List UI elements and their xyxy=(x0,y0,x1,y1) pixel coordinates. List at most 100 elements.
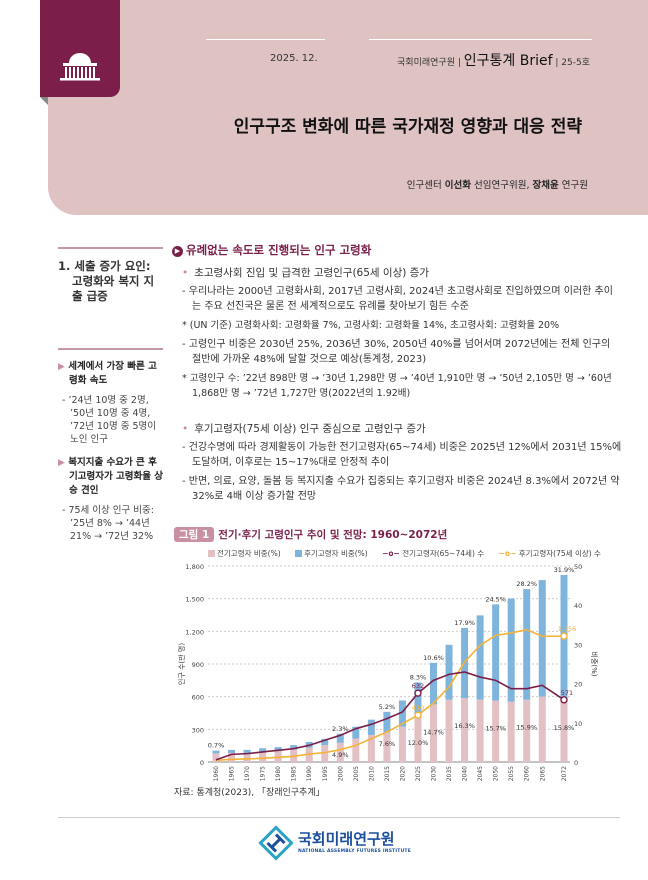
bar-early-share xyxy=(367,734,375,762)
bullet-dot: • xyxy=(182,267,189,279)
sidebar-point: ▶ 복지지출 수요가 큰 후기고령자가 고령화율 상승 견인 xyxy=(58,456,163,498)
x-tick-label: 1990 xyxy=(306,766,313,781)
x-tick-label: 2015 xyxy=(384,766,391,781)
x-tick-label: 1965 xyxy=(229,766,236,781)
bar-late-share xyxy=(290,745,298,750)
sidebar-point: ▶ 세계에서 가장 빠른 고령화 속도 xyxy=(58,360,163,388)
header-band xyxy=(48,0,648,215)
dash-item: - 반면, 의료, 요양, 돌봄 등 복지지출 수요가 집중되는 후기고령자 비… xyxy=(182,476,620,502)
arrow-circle-icon: ▶ xyxy=(172,246,183,257)
bar-early-share xyxy=(523,699,531,762)
point-marker xyxy=(560,696,568,704)
bar-early-share xyxy=(321,745,329,762)
bar-early-share xyxy=(336,742,344,762)
bar-early-share xyxy=(507,701,515,762)
x-tick-label: 2020 xyxy=(399,766,406,781)
bar-early-share xyxy=(560,700,568,762)
legend-item: 후기고령자 비중(%) xyxy=(295,549,374,558)
line-early-count xyxy=(215,671,565,761)
sidebar-point-detail: - ’24년 10명 중 2명, ’50년 10명 중 4명, ’72년 10명… xyxy=(62,395,157,445)
figure-label: 그림 1 xyxy=(174,527,215,542)
x-tick-label: 2010 xyxy=(368,766,375,781)
bar-late-share xyxy=(523,589,531,700)
bar-early-share xyxy=(212,753,220,762)
y-tick-label: 600 xyxy=(192,694,204,702)
early-share-label: 15.8% xyxy=(554,724,575,732)
bar-early-share xyxy=(476,699,484,762)
bar-late-share xyxy=(398,700,406,727)
figure-title: 그림 1 전기·후기 고령인구 추이 및 전망: 1960~2072년 xyxy=(174,527,447,542)
bar-early-share xyxy=(243,752,251,762)
logo-subtext: NATIONAL ASSEMBLY FUTURES INSTITUTE xyxy=(298,849,411,854)
x-tick-label: 2025 xyxy=(415,766,422,781)
late-share-label: 24.5% xyxy=(485,595,506,603)
footer-rule xyxy=(58,817,620,818)
bar-early-share xyxy=(538,696,546,762)
author-dept: 인구센터 xyxy=(406,180,442,191)
legend-item: 전기고령자 비중(%) xyxy=(208,549,287,558)
bar-late-share xyxy=(259,748,267,752)
institute-logo-icon xyxy=(258,825,294,861)
bar-early-share xyxy=(274,751,282,762)
section-title: 유례없는 속도로 진행되는 인구 고령화 xyxy=(186,243,372,257)
line-late-count xyxy=(215,628,565,762)
bullet: • 초고령사회 진입 및 급격한 고령인구(65세 이상) 증가 xyxy=(182,266,622,281)
late-share-label: 10.6% xyxy=(423,654,444,662)
triangle-icon: ▶ xyxy=(58,458,65,468)
bar-late-share xyxy=(274,747,282,752)
institute-logo: 국회미래연구원 NATIONAL ASSEMBLY FUTURES INSTIT… xyxy=(258,825,411,865)
y-axis-title: 인구 수(만 명) xyxy=(177,643,186,685)
x-tick-label: 1985 xyxy=(291,766,298,781)
x-tick-label: 2055 xyxy=(508,766,515,781)
y-tick-label: 0 xyxy=(200,759,204,767)
x-tick-label: 2060 xyxy=(524,766,531,781)
point-label: 571 xyxy=(561,689,573,697)
figure-title-text: 전기·후기 고령인구 추이 및 전망: 1960~2072년 xyxy=(218,529,448,541)
bar-late-share xyxy=(228,749,236,753)
bar-late-share xyxy=(492,604,500,701)
early-share-label: 15.7% xyxy=(485,724,506,732)
author-role: 선임연구위원, xyxy=(474,180,530,191)
point-marker xyxy=(414,689,422,697)
dash-item: - 우리나라는 2000년 고령화사회, 2017년 고령사회, 2024년 초… xyxy=(182,286,613,312)
bar-early-share xyxy=(414,714,422,762)
x-tick-label: 1960 xyxy=(213,766,220,781)
early-share-label: 14.7% xyxy=(423,728,444,736)
point-marker xyxy=(414,711,422,719)
x-tick-label: 2000 xyxy=(337,766,344,781)
y2-tick-label: 20 xyxy=(574,681,582,689)
publisher: 국회미래연구원 xyxy=(397,58,455,68)
point-marker xyxy=(560,632,568,640)
bar-early-share xyxy=(228,752,236,762)
bar-early-share xyxy=(259,751,267,762)
early-share-label: 12.0% xyxy=(408,739,429,747)
dash-item: - 고령인구 비중은 2030년 25%, 2036년 30%, 2050년 4… xyxy=(182,339,611,365)
early-share-label: 15.9% xyxy=(516,724,537,732)
late-share-label: 28.2% xyxy=(516,580,537,588)
x-tick-label: 1980 xyxy=(275,766,282,781)
y-tick-label: 1,500 xyxy=(185,596,204,604)
x-tick-label: 2072 xyxy=(561,766,568,781)
author-name: 이선화 xyxy=(444,180,471,191)
bullet: • 후기고령자(75세 이상) 인구 중심으로 고령인구 증가 xyxy=(182,422,622,437)
dash-item: - 건강수명에 따라 경제활동이 가능한 전기고령자(65~74세) 비중은 2… xyxy=(182,442,622,468)
bar-late-share xyxy=(538,580,546,697)
bar-early-share xyxy=(383,732,391,762)
x-tick-label: 2005 xyxy=(353,766,360,781)
logo-text: 국회미래연구원 xyxy=(298,830,395,848)
late-share-label: 0.7% xyxy=(208,742,225,750)
author-role: 연구원 xyxy=(561,180,588,191)
bar-late-share xyxy=(383,711,391,733)
x-tick-label: 2040 xyxy=(462,766,469,781)
publication-line: 국회미래연구원 | 인구통계 Brief | 25-5호 xyxy=(397,53,590,69)
bar-early-share xyxy=(492,700,500,762)
y2-tick-label: 30 xyxy=(574,641,582,649)
x-tick-label: 1970 xyxy=(244,766,251,781)
bar-late-share xyxy=(212,750,220,754)
x-tick-label: 2050 xyxy=(493,766,500,781)
bar-early-share xyxy=(398,726,406,762)
y2-tick-label: 10 xyxy=(574,720,582,728)
brand-tab xyxy=(40,0,120,97)
series-name: 인구통계 Brief xyxy=(463,53,553,69)
bar-late-share xyxy=(476,615,484,700)
